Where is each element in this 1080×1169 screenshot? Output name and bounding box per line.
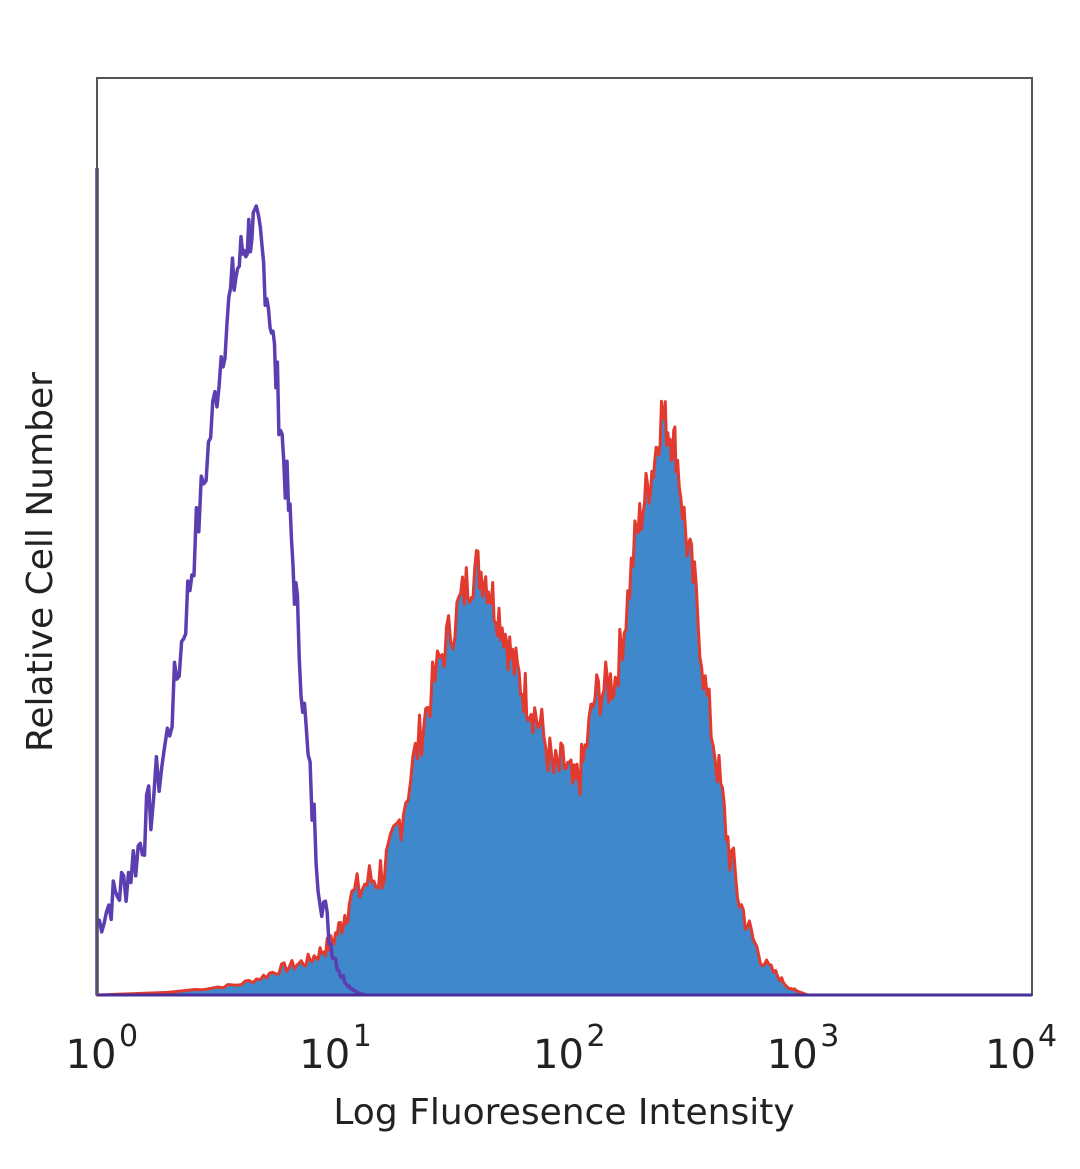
x-tick-exponent: 2 <box>587 1019 606 1054</box>
x-tick-label-2: 10 2 <box>533 1019 606 1078</box>
x-tick-exponent: 1 <box>353 1019 372 1054</box>
x-tick-exponent: 0 <box>119 1019 138 1054</box>
x-tick-base: 10 <box>767 1032 818 1078</box>
x-tick-base: 10 <box>533 1032 584 1078</box>
x-tick-labels: 10 0 10 1 10 2 10 3 10 4 <box>66 1019 1058 1078</box>
x-tick-exponent: 3 <box>820 1019 839 1054</box>
x-tick-base: 10 <box>985 1032 1036 1078</box>
x-tick-label-3: 10 3 <box>767 1019 840 1078</box>
x-tick-label-1: 10 1 <box>299 1019 372 1078</box>
x-tick-exponent: 4 <box>1038 1019 1057 1054</box>
x-tick-base: 10 <box>66 1032 117 1078</box>
x-axis-title: Log Fluoresence Intensity <box>333 1092 794 1133</box>
x-tick-base: 10 <box>299 1032 350 1078</box>
y-axis-title: Relative Cell Number <box>20 372 61 752</box>
x-tick-label-4: 10 4 <box>985 1019 1057 1078</box>
x-tick-label-0: 10 0 <box>66 1019 139 1078</box>
series-filled-histogram <box>95 399 810 997</box>
